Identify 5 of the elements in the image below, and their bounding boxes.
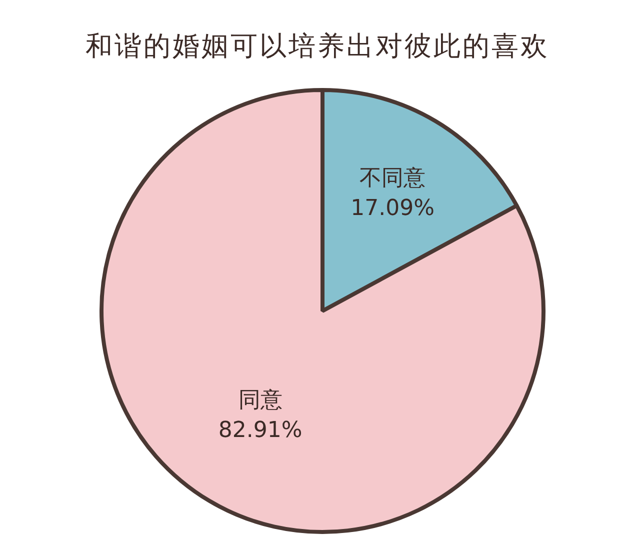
chart-title: 和谐的婚姻可以培养出对彼此的喜欢	[84, 30, 550, 64]
slice-label: 同意	[238, 388, 282, 414]
data-label: 82.91%	[218, 418, 302, 444]
slice-label: 不同意	[360, 166, 426, 191]
data-label: 17.09%	[350, 196, 435, 221]
